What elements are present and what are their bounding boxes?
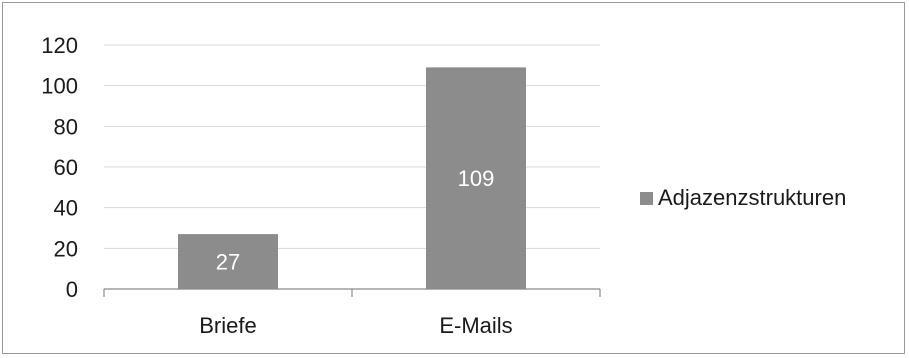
y-tick-label: 40 — [54, 196, 78, 221]
category-label: E-Mails — [439, 313, 512, 338]
y-tick-label: 80 — [54, 114, 78, 139]
bar-data-labels: 27 109 — [216, 166, 495, 274]
y-tick-label: 120 — [41, 33, 78, 58]
legend: Adjazenzstrukturen — [640, 185, 846, 210]
category-label: Briefe — [199, 313, 256, 338]
y-axis-tick-labels: 0 20 40 60 80 100 120 — [41, 33, 78, 302]
x-axis-category-labels: Briefe E-Mails — [199, 313, 512, 338]
bars — [178, 67, 526, 289]
y-tick-label: 0 — [66, 277, 78, 302]
y-tick-label: 60 — [54, 155, 78, 180]
bar-briefe — [178, 234, 278, 289]
legend-swatch — [640, 192, 653, 205]
y-tick-label: 20 — [54, 236, 78, 261]
bar-e-mails — [426, 67, 526, 289]
x-axis-tick-marks — [103, 289, 601, 297]
bar-data-label: 109 — [458, 166, 495, 191]
bar-data-label: 27 — [216, 250, 240, 275]
y-tick-label: 100 — [41, 74, 78, 99]
legend-label: Adjazenzstrukturen — [658, 185, 846, 210]
